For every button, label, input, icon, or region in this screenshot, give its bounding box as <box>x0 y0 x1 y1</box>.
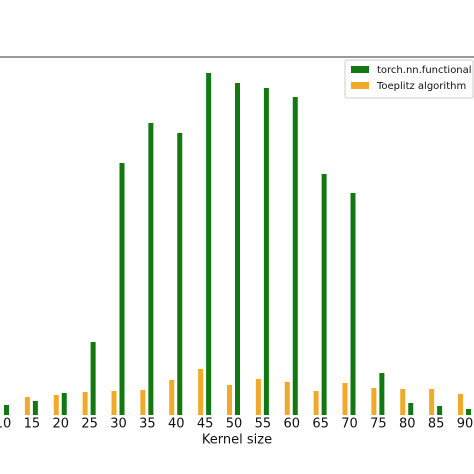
legend-swatch <box>351 66 369 73</box>
bar <box>255 379 261 415</box>
bar <box>148 123 154 415</box>
bar <box>458 394 463 415</box>
x-tick-label: 65 <box>312 417 329 432</box>
bar <box>61 393 67 415</box>
legend-swatch <box>351 82 369 89</box>
x-tick-label: 10 <box>0 417 11 432</box>
x-tick-label: 35 <box>139 417 156 432</box>
legend-label: torch.nn.functional <box>377 65 472 76</box>
bar <box>32 401 38 415</box>
bar <box>263 88 269 415</box>
bar <box>371 388 377 415</box>
bar <box>4 405 9 415</box>
x-tick-label: 25 <box>81 417 98 432</box>
x-tick-label: 40 <box>168 417 185 432</box>
bar <box>350 193 356 415</box>
bar <box>53 395 59 415</box>
bar <box>227 385 232 415</box>
x-tick-label: 30 <box>110 417 127 432</box>
bar <box>82 392 88 415</box>
x-tick-label: 85 <box>428 417 445 432</box>
bar <box>400 389 406 415</box>
bar <box>379 373 385 415</box>
x-tick-label: 80 <box>399 417 416 432</box>
bar <box>321 174 327 415</box>
bar <box>429 389 435 415</box>
legend-box <box>344 59 474 99</box>
bar <box>292 97 298 415</box>
x-tick-label: 75 <box>370 417 387 432</box>
x-tick-label: 50 <box>226 417 243 432</box>
x-tick-label: 70 <box>341 417 358 432</box>
bar <box>206 73 212 415</box>
bar <box>466 409 471 415</box>
x-tick-label: 15 <box>24 417 41 432</box>
legend-label: Toeplitz algorithm <box>376 81 466 92</box>
bar <box>169 380 175 415</box>
bar <box>342 383 348 415</box>
bar <box>90 342 96 415</box>
x-tick-label: 60 <box>283 417 300 432</box>
bar <box>140 390 146 415</box>
bar <box>408 403 414 415</box>
bar <box>177 133 183 415</box>
x-tick-label: 90 <box>457 417 474 432</box>
x-tick-label: 45 <box>197 417 214 432</box>
x-axis-label: Kernel size <box>202 433 272 448</box>
bar <box>24 397 30 415</box>
bar <box>111 391 117 415</box>
bar <box>235 83 240 415</box>
x-tick-label: 20 <box>52 417 69 432</box>
bar <box>313 391 319 415</box>
bar <box>437 406 443 415</box>
x-tick-label: 55 <box>255 417 272 432</box>
bar <box>198 369 204 415</box>
bar <box>119 163 125 415</box>
bar <box>284 382 290 415</box>
